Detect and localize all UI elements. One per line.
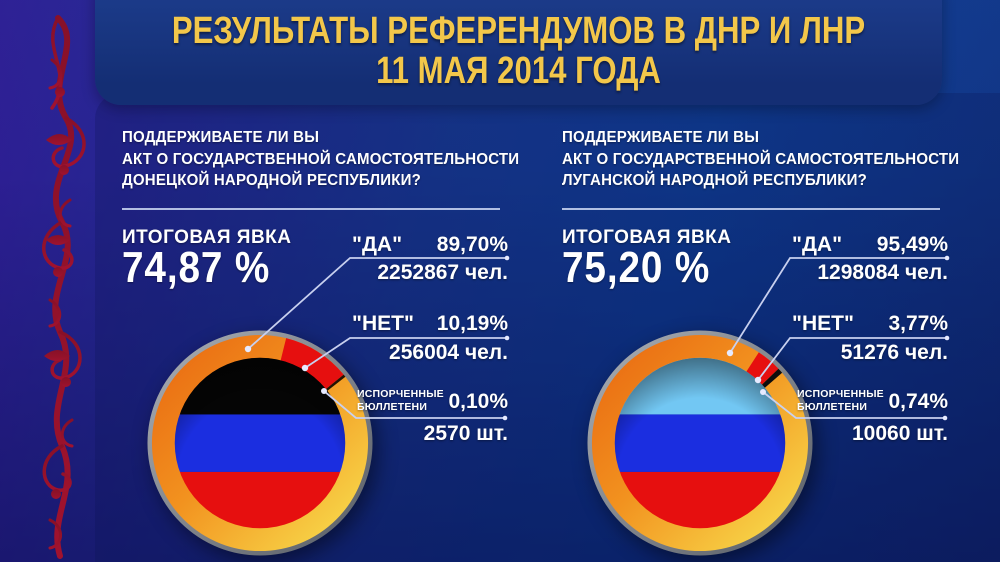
pie-segment-yes-lnr [591, 334, 809, 552]
result-no-dnr-count: 256004 чел. [389, 341, 508, 364]
result-yes-dnr: "ДА" 89,70% [352, 233, 508, 257]
result-yes-dnr-percent: 89,70% [436, 233, 508, 256]
turnout-label-lnr: ИТОГОВАЯ ЯВКА [562, 227, 732, 248]
result-spoiled-dnr: 0,10% [352, 390, 508, 414]
question-dnr: ПОДДЕРЖИВАЕТЕ ЛИ ВЫ АКТ О ГОСУДАРСТВЕННО… [122, 127, 519, 192]
turnout-value-dnr: 74,87 % [122, 243, 271, 292]
result-yes-dnr-label: "ДА" [352, 233, 403, 256]
pie-segment-no-lnr [745, 352, 779, 386]
result-spoiled-dnr-count: 2570 шт. [423, 422, 508, 445]
separator-line-dnr [122, 208, 500, 210]
result-spoiled-dnr-percent: 0,10% [448, 390, 508, 413]
page-title: РЕЗУЛЬТАТЫ РЕФЕРЕНДУМОВ В ДНР И ЛНР 11 М… [171, 11, 866, 91]
turnout-value-lnr: 75,20 % [562, 243, 711, 292]
question-dnr-line2: АКТ О ГОСУДАРСТВЕННОЙ САМОСТОЯТЕЛЬНОСТИ [122, 150, 520, 168]
result-no-dnr-label: "НЕТ" [352, 312, 414, 335]
question-dnr-line3: ДОНЕЦКОЙ НАРОДНОЙ РЕСПУБЛИКИ? [122, 172, 422, 189]
result-no-lnr: "НЕТ" 3,77% [792, 312, 948, 336]
result-no-lnr-percent: 3,77% [888, 312, 948, 335]
question-dnr-line1: ПОДДЕРЖИВАЕТЕ ЛИ ВЫ [122, 129, 320, 146]
flag-dnr-inner-shadow [174, 357, 346, 529]
result-spoiled-lnr-count: 10060 шт. [851, 422, 948, 445]
pie-chart-lnr [587, 330, 813, 556]
ornament-graphic [42, 15, 86, 559]
result-yes-lnr-count: 1298084 чел. [817, 261, 948, 284]
question-lnr: ПОДДЕРЖИВАЕТЕ ЛИ ВЫ АКТ О ГОСУДАРСТВЕННО… [562, 127, 959, 192]
pie-segment-spoiled-dnr [325, 374, 346, 392]
separator-line-lnr [562, 208, 940, 210]
page-title-line1: РЕЗУЛЬТАТЫ РЕФЕРЕНДУМОВ В ДНР И ЛНР [171, 10, 866, 52]
pie-segment-spoiled-lnr [761, 368, 783, 389]
result-no-lnr-label: "НЕТ" [792, 312, 854, 335]
pie-chart-dnr [147, 330, 373, 556]
result-yes-lnr-percent: 95,49% [876, 233, 948, 256]
result-yes-lnr-label: "ДА" [792, 233, 843, 256]
question-lnr-line1: ПОДДЕРЖИВАЕТЕ ЛИ ВЫ [562, 129, 760, 146]
result-spoiled-lnr: 0,74% [792, 390, 948, 414]
result-no-dnr-percent: 10,19% [436, 312, 508, 335]
result-spoiled-lnr-percent: 0,74% [888, 390, 948, 413]
page-title-line2: 11 МАЯ 2014 ГОДА [376, 50, 661, 92]
result-no-lnr-count: 51276 чел. [840, 341, 948, 364]
question-lnr-line3: ЛУГАНСКОЙ НАРОДНОЙ РЕСПУБЛИКИ? [562, 172, 867, 189]
flag-lnr-inner-shadow [614, 357, 786, 529]
result-yes-dnr-count: 2252867 чел. [377, 261, 508, 284]
pie-rim-lnr [587, 330, 813, 556]
title-panel: РЕЗУЛЬТАТЫ РЕФЕРЕНДУМОВ В ДНР И ЛНР 11 М… [95, 0, 942, 105]
result-no-dnr: "НЕТ" 10,19% [352, 312, 508, 336]
turnout-label-dnr: ИТОГОВАЯ ЯВКА [122, 227, 292, 248]
question-lnr-line2: АКТ О ГОСУДАРСТВЕННОЙ САМОСТОЯТЕЛЬНОСТИ [562, 150, 960, 168]
result-yes-lnr: "ДА" 95,49% [792, 233, 948, 257]
